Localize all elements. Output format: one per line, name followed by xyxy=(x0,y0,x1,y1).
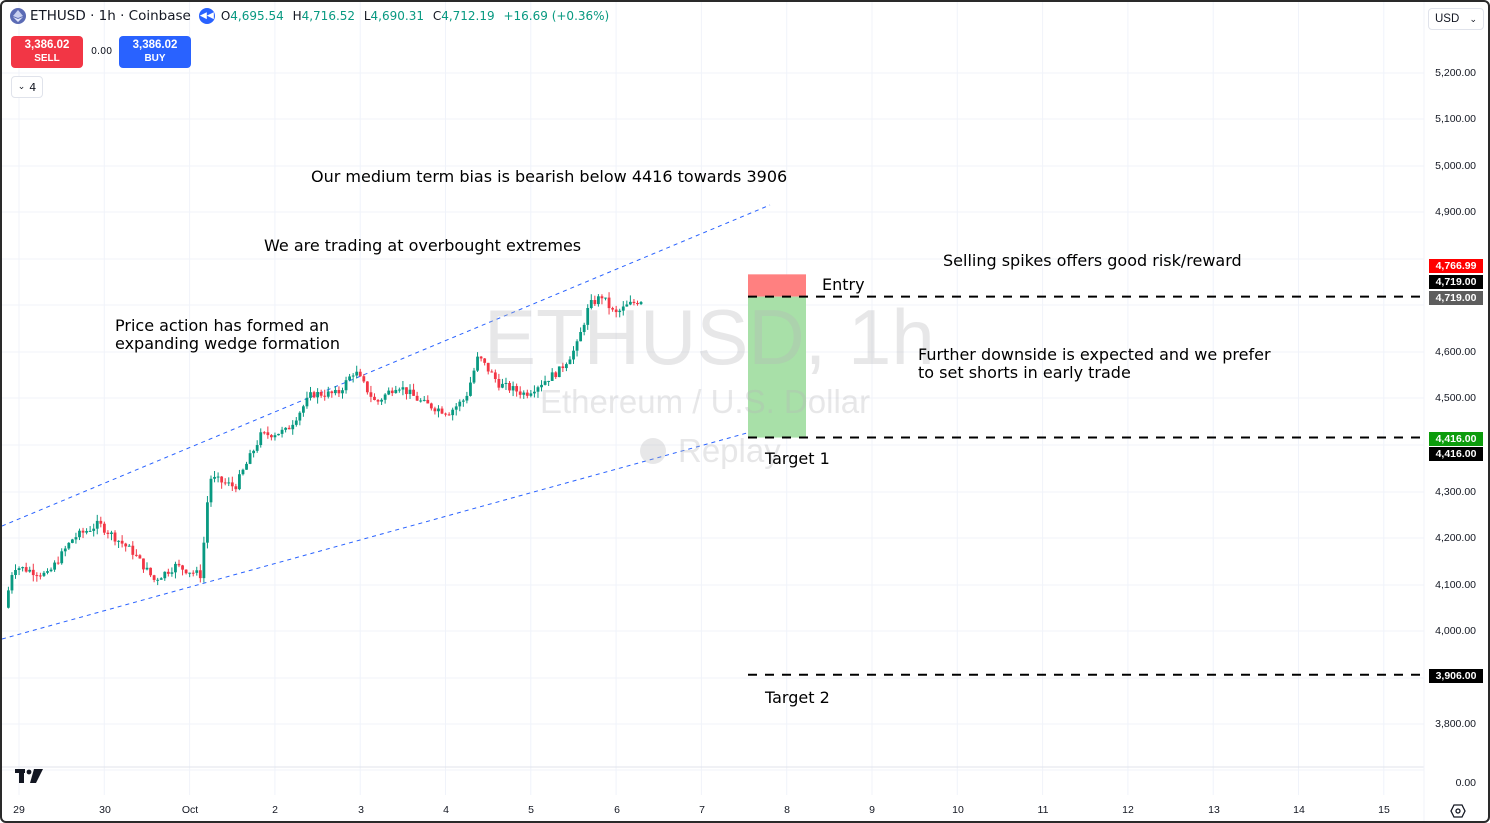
chart-legend-header: ETHUSD · 1h · Coinbase ◀◀ O4,695.54 H4,7… xyxy=(10,8,614,24)
buy-button[interactable]: 3,386.02 BUY xyxy=(119,36,191,68)
label-target-1[interactable]: Target 1 xyxy=(765,449,830,468)
time-axis-label: 9 xyxy=(869,804,875,816)
indicators-count: 4 xyxy=(29,80,37,94)
price-axis-label: 4,300.00 xyxy=(1435,486,1476,498)
high-label: H xyxy=(292,9,302,23)
buy-label: BUY xyxy=(144,53,166,64)
time-axis-label: 12 xyxy=(1122,804,1134,816)
close-value: 4,712.19 xyxy=(441,9,495,23)
time-axis-label: 8 xyxy=(784,804,790,816)
label-target-2[interactable]: Target 2 xyxy=(765,688,830,707)
watermark-symbol: ETHUSD, 1h xyxy=(484,293,935,381)
time-axis-label: 2 xyxy=(272,804,278,816)
close-label: C xyxy=(432,9,442,23)
price-tag-target-1-line: 4,416.00 xyxy=(1429,447,1483,461)
price-axis-label: 4,200.00 xyxy=(1435,532,1476,544)
tradingview-logo-icon[interactable] xyxy=(15,768,45,787)
watermark-replay-label: Replay xyxy=(678,432,781,469)
ohlc-values: O4,695.54 H4,716.52 L4,690.31 C4,712.19 … xyxy=(221,9,614,23)
currency-selector[interactable]: USD ⌄ xyxy=(1428,8,1484,30)
note-downside-line1: Further downside is expected and we pref… xyxy=(918,345,1271,364)
price-tag-entry-line: 4,719.00 xyxy=(1429,291,1483,305)
low-value: 4,690.31 xyxy=(370,9,424,23)
price-axis-label: 4,500.00 xyxy=(1435,392,1476,404)
chart-settings-icon[interactable] xyxy=(1450,803,1466,819)
change-value: +16.69 (+0.36%) xyxy=(503,9,610,23)
sell-label: SELL xyxy=(34,53,60,64)
chevron-down-icon: ⌄ xyxy=(1469,13,1477,24)
time-axis-label: 5 xyxy=(528,804,534,816)
price-tag-stop: 4,766.99 xyxy=(1429,259,1483,273)
chevron-down-icon: ⌄ xyxy=(17,82,26,92)
time-axis-label: 4 xyxy=(443,804,449,816)
time-axis-label: 10 xyxy=(952,804,964,816)
time-axis-label: 14 xyxy=(1293,804,1305,816)
buy-price: 3,386.02 xyxy=(132,39,178,51)
price-axis-label: 4,100.00 xyxy=(1435,579,1476,591)
note-bias[interactable]: Our medium term bias is bearish below 44… xyxy=(311,167,788,186)
sell-button[interactable]: 3,386.02 SELL xyxy=(11,36,83,68)
price-axis-label: 3,800.00 xyxy=(1435,718,1476,730)
time-axis-label: 11 xyxy=(1037,804,1049,816)
price-axis-label: 0.00 xyxy=(1455,777,1476,789)
note-overbought[interactable]: We are trading at overbought extremes xyxy=(264,236,582,255)
time-axis-label: 30 xyxy=(99,804,111,816)
note-wedge-line1: Price action has formed an xyxy=(115,316,330,335)
price-axis-label: 4,600.00 xyxy=(1435,346,1476,358)
symbol-title[interactable]: ETHUSD · 1h · Coinbase xyxy=(30,8,191,24)
price-tag-entry: 4,719.00 xyxy=(1429,275,1483,289)
price-axis-label: 5,100.00 xyxy=(1435,113,1476,125)
price-axis-label: 5,000.00 xyxy=(1435,160,1476,172)
note-selling-spikes[interactable]: Selling spikes offers good risk/reward xyxy=(943,251,1242,270)
note-wedge[interactable]: Price action has formed an expanding wed… xyxy=(115,317,340,353)
watermark-replay: Replay xyxy=(640,432,781,470)
replay-rewind-icon[interactable]: ◀◀ xyxy=(198,8,215,24)
note-downside[interactable]: Further downside is expected and we pref… xyxy=(918,346,1271,382)
sell-price: 3,386.02 xyxy=(24,39,70,51)
open-label: O xyxy=(220,9,231,23)
ethereum-logo-icon xyxy=(10,8,26,24)
time-axis-label: 29 xyxy=(13,804,25,816)
low-label: L xyxy=(363,9,371,23)
price-axis-label: 5,200.00 xyxy=(1435,67,1476,79)
watermark-description: Ethereum / U.S. Dollar xyxy=(540,383,871,420)
time-axis-label: Oct xyxy=(181,804,199,816)
time-axis-label: 6 xyxy=(614,804,620,816)
time-axis-label: 13 xyxy=(1208,804,1220,816)
time-axis-label: 3 xyxy=(358,804,364,816)
currency-value: USD xyxy=(1435,13,1460,25)
price-axis-label: 4,900.00 xyxy=(1435,206,1476,218)
high-value: 4,716.52 xyxy=(301,9,356,23)
price-tag-target-2: 3,906.00 xyxy=(1429,669,1483,683)
time-axis-label: 15 xyxy=(1378,804,1390,816)
price-axis-label: 4,000.00 xyxy=(1435,625,1476,637)
label-entry[interactable]: Entry xyxy=(822,275,865,294)
note-downside-line2: to set shorts in early trade xyxy=(918,363,1131,382)
price-tag-target-1: 4,416.00 xyxy=(1429,432,1483,446)
note-wedge-line2: expanding wedge formation xyxy=(115,334,341,353)
time-axis-label: 7 xyxy=(699,804,705,816)
spread-value: 0.00 xyxy=(91,46,113,57)
open-value: 4,695.54 xyxy=(230,9,284,23)
indicators-toggle-button[interactable]: ⌄ 4 xyxy=(11,76,43,98)
replay-watermark-icon xyxy=(640,438,666,464)
